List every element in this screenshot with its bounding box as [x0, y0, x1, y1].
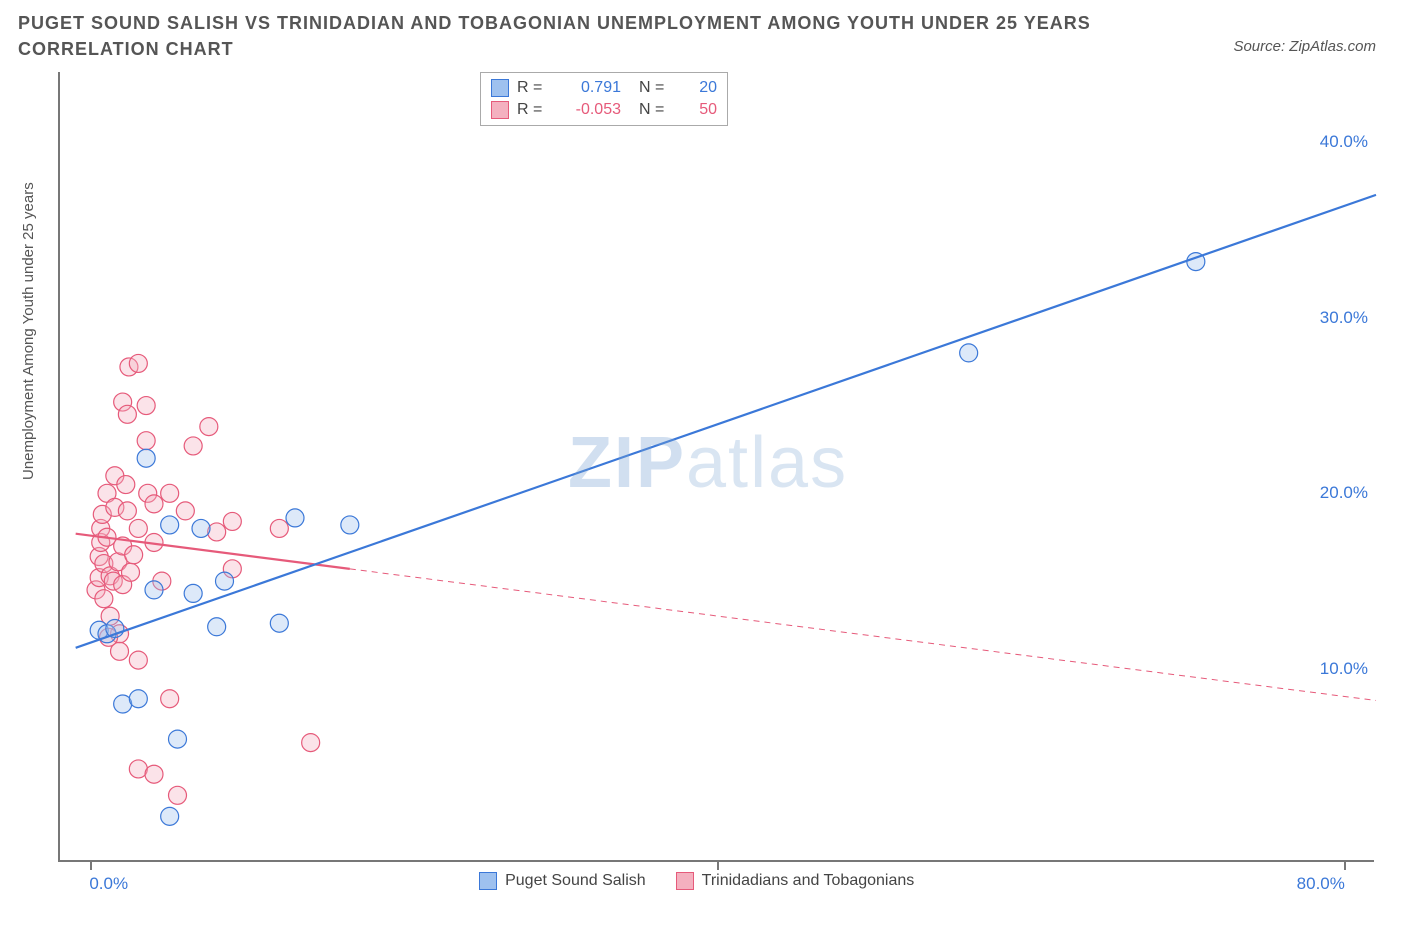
legend-swatch-trinidad	[676, 872, 694, 890]
legend-stat-row-trinidad: R = -0.053 N = 50	[491, 99, 717, 121]
legend-series: Puget Sound Salish Trinidadians and Tobag…	[479, 872, 914, 890]
data-point-trinidad	[125, 546, 143, 564]
data-point-trinidad	[129, 651, 147, 669]
data-point-trinidad	[176, 502, 194, 520]
data-point-trinidad	[184, 437, 202, 455]
legend-r-label: R =	[517, 79, 553, 97]
x-tick-label: 80.0%	[1297, 874, 1345, 894]
data-point-trinidad	[270, 519, 288, 537]
legend-swatch-salish	[491, 79, 509, 97]
data-point-salish	[341, 516, 359, 534]
data-point-salish	[184, 584, 202, 602]
legend-n-label: N =	[639, 101, 675, 119]
data-point-salish	[161, 516, 179, 534]
data-point-salish	[169, 730, 187, 748]
data-point-trinidad	[137, 432, 155, 450]
x-tick-mark	[717, 862, 719, 870]
legend-item-trinidad: Trinidadians and Tobagonians	[676, 872, 915, 890]
x-tick-label: 0.0%	[89, 874, 128, 894]
data-point-trinidad	[161, 690, 179, 708]
data-point-trinidad	[200, 418, 218, 436]
legend-label-trinidad: Trinidadians and Tobagonians	[702, 872, 915, 890]
legend-n-value-salish: 20	[683, 79, 717, 97]
legend-n-label: N =	[639, 79, 675, 97]
legend-r-value-trinidad: -0.053	[561, 101, 621, 119]
data-point-salish	[129, 690, 147, 708]
data-point-salish	[216, 572, 234, 590]
trend-line-salish	[76, 195, 1376, 648]
data-point-trinidad	[117, 476, 135, 494]
x-tick-mark	[1344, 862, 1346, 870]
data-point-salish	[137, 449, 155, 467]
data-point-salish	[286, 509, 304, 527]
data-point-trinidad	[145, 765, 163, 783]
data-point-salish	[960, 344, 978, 362]
legend-r-label: R =	[517, 101, 553, 119]
y-tick-label: 10.0%	[1320, 659, 1368, 679]
chart-container: PUGET SOUND SALISH VS TRINIDADIAN AND TO…	[0, 0, 1406, 930]
data-point-salish	[145, 581, 163, 599]
data-point-salish	[161, 807, 179, 825]
source-attribution: Source: ZipAtlas.com	[1233, 38, 1376, 55]
data-point-trinidad	[122, 563, 140, 581]
y-tick-label: 40.0%	[1320, 132, 1368, 152]
legend-n-value-trinidad: 50	[683, 101, 717, 119]
plot-svg	[60, 72, 1376, 862]
data-point-trinidad	[129, 354, 147, 372]
data-point-salish	[192, 519, 210, 537]
y-axis-label: Unemployment Among Youth under 25 years	[20, 182, 37, 480]
plot-area: ZIPatlas R =0.791N =20R =-0.053N =50 10.…	[58, 72, 1374, 862]
data-point-salish	[270, 614, 288, 632]
data-point-trinidad	[118, 502, 136, 520]
trend-line-dash-trinidad	[350, 569, 1376, 701]
legend-swatch-trinidad	[491, 101, 509, 119]
data-point-trinidad	[169, 786, 187, 804]
data-point-salish	[208, 618, 226, 636]
legend-stats-box: R = 0.791 N = 20 R = -0.053 N = 50	[480, 72, 728, 126]
chart-title: PUGET SOUND SALISH VS TRINIDADIAN AND TO…	[18, 10, 1186, 62]
data-point-trinidad	[129, 519, 147, 537]
data-point-trinidad	[223, 512, 241, 530]
y-tick-label: 30.0%	[1320, 308, 1368, 328]
data-point-trinidad	[137, 397, 155, 415]
data-point-trinidad	[118, 405, 136, 423]
y-tick-label: 20.0%	[1320, 483, 1368, 503]
data-point-trinidad	[208, 523, 226, 541]
legend-item-salish: Puget Sound Salish	[479, 872, 646, 890]
legend-label-salish: Puget Sound Salish	[505, 872, 646, 890]
data-point-trinidad	[302, 734, 320, 752]
data-point-trinidad	[161, 484, 179, 502]
data-point-trinidad	[95, 590, 113, 608]
data-point-trinidad	[145, 495, 163, 513]
legend-swatch-salish	[479, 872, 497, 890]
legend-stat-row-salish: R = 0.791 N = 20	[491, 77, 717, 99]
legend-r-value-salish: 0.791	[561, 79, 621, 97]
x-tick-mark	[90, 862, 92, 870]
